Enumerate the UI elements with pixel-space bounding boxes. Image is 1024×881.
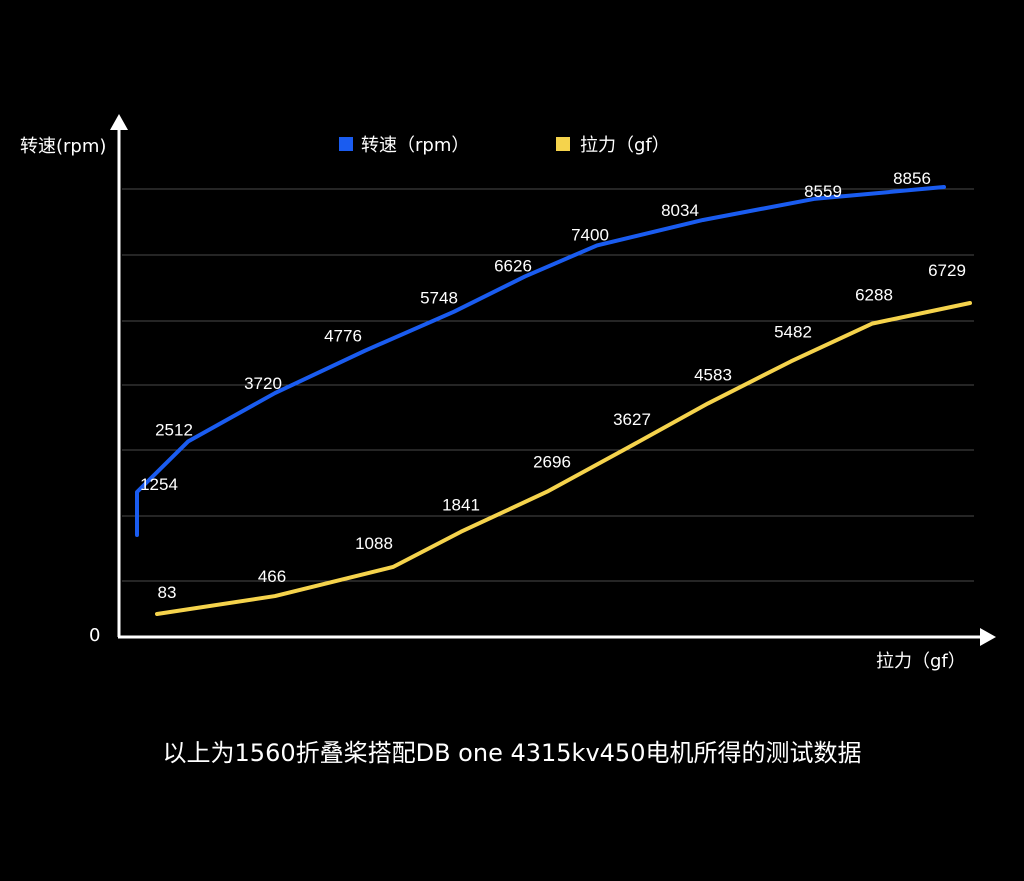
legend-label-thrust: 拉力（gf）	[580, 135, 670, 156]
series-line-0	[135, 185, 946, 537]
data-label: 3627	[613, 410, 651, 429]
data-label: 2512	[155, 421, 193, 440]
data-label: 5482	[774, 322, 812, 341]
legend-swatch-thrust	[556, 137, 570, 151]
x-axis-arrow	[980, 628, 996, 646]
data-label: 1841	[442, 496, 480, 515]
y-axis-arrow	[110, 114, 128, 130]
data-label: 8034	[661, 201, 699, 220]
series-line-1	[155, 301, 972, 616]
legend-label-rpm: 转速（rpm）	[361, 135, 469, 156]
data-label: 4776	[324, 327, 362, 346]
data-label: 3720	[244, 374, 282, 393]
data-label: 83	[158, 583, 177, 602]
origin-label: 0	[89, 625, 100, 646]
gridlines	[122, 188, 974, 582]
x-axis-title: 拉力（gf）	[876, 651, 966, 672]
data-label: 5748	[420, 289, 458, 308]
series-layer: 1254 2512 3720 4776 5748 6626 7400 8034 8559 8856…	[135, 169, 972, 616]
data-label: 7400	[571, 225, 609, 244]
caption: 以上为1560折叠桨搭配DB one 4315kv450电机所得的测试数据	[162, 739, 862, 767]
data-label: 8559	[804, 182, 842, 201]
data-label: 1088	[355, 534, 393, 553]
data-label: 4583	[694, 365, 732, 384]
data-label: 1254	[140, 475, 178, 494]
data-label: 8856	[893, 169, 931, 188]
data-label: 6729	[928, 261, 966, 280]
data-label: 466	[258, 567, 286, 586]
legend-swatch-rpm	[339, 137, 353, 151]
data-label: 6626	[494, 256, 532, 275]
data-label: 2696	[533, 453, 571, 472]
data-label: 6288	[855, 286, 893, 305]
y-axis-title: 转速(rpm)	[20, 136, 106, 157]
